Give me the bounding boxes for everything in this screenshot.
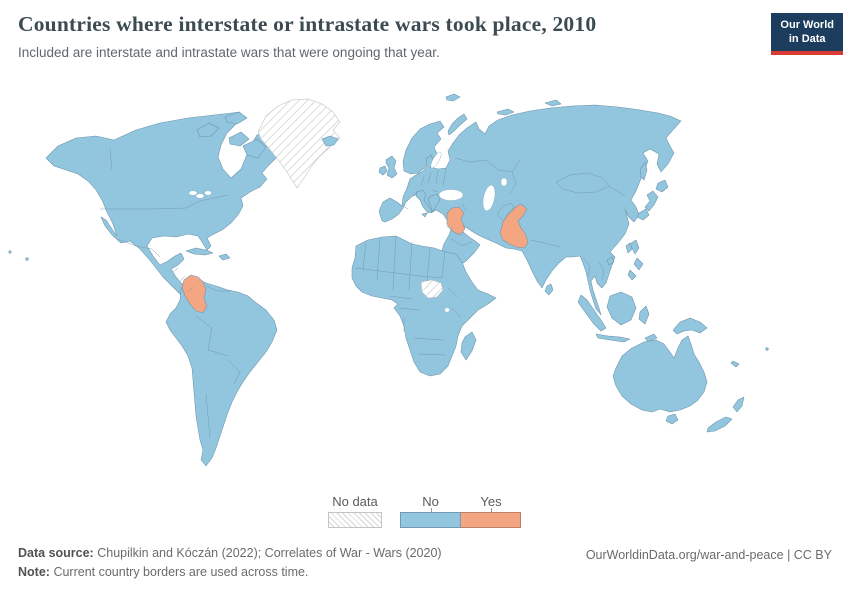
data-source-line: Data source: Chupilkin and Kóczán (2022)…	[18, 546, 832, 560]
region-arctic-island[interactable]	[496, 108, 515, 116]
legend-bin-no[interactable]: No	[400, 494, 461, 528]
note-line: Note: Current country borders are used a…	[18, 565, 832, 579]
legend-bin-no-swatch	[400, 512, 461, 528]
header: Countries where interstate or intrastate…	[18, 12, 750, 60]
region-south-sudan[interactable]	[420, 279, 444, 299]
region-tasmania[interactable]	[665, 413, 679, 425]
region-philippines[interactable]	[633, 257, 644, 271]
region-new-guinea[interactable]	[672, 317, 708, 335]
region-arctic-island[interactable]	[196, 122, 220, 138]
region-greece[interactable]	[427, 193, 441, 213]
lake-superior	[188, 190, 198, 196]
region-australia[interactable]	[612, 335, 708, 413]
owid-logo-line2: in Data	[788, 33, 826, 46]
sea-aral	[500, 177, 508, 187]
region-new-zealand[interactable]	[732, 396, 745, 413]
sea-baltic	[430, 151, 442, 169]
region-sicily[interactable]	[421, 212, 428, 218]
legend-bins: No Yes	[400, 494, 521, 528]
world-map-svg	[8, 93, 769, 467]
legend-bin-yes[interactable]: Yes	[461, 494, 521, 528]
region-iraq[interactable]	[446, 206, 466, 236]
data-source-label: Data source:	[18, 546, 94, 560]
region-ireland[interactable]	[378, 165, 388, 176]
world-map	[0, 80, 850, 495]
region-new-caledonia[interactable]	[730, 360, 740, 368]
legend-tick	[491, 508, 492, 512]
region-hispaniola[interactable]	[218, 253, 231, 261]
lake-michigan-huron	[195, 193, 205, 199]
region-cuba[interactable]	[185, 247, 214, 256]
region-africa[interactable]	[351, 235, 497, 377]
region-novaya-zemlya[interactable]	[447, 113, 468, 136]
owid-url-link[interactable]: OurWorldinData.org/war-and-peace | CC BY	[585, 548, 832, 562]
region-hawaii[interactable]	[25, 257, 29, 261]
region-japan[interactable]	[655, 179, 669, 193]
region-madagascar[interactable]	[460, 331, 477, 361]
owid-logo[interactable]: Our World in Data	[771, 13, 843, 55]
region-sri-lanka[interactable]	[544, 283, 554, 296]
footer: Data source: Chupilkin and Kóczán (2022)…	[18, 546, 832, 579]
legend-no-data-swatch	[328, 512, 382, 528]
region-java[interactable]	[595, 333, 631, 343]
region-sumatra[interactable]	[577, 294, 607, 332]
region-hawaii[interactable]	[8, 250, 12, 254]
country-borders	[100, 147, 626, 439]
region-new-zealand[interactable]	[706, 416, 733, 433]
region-arctic-island[interactable]	[544, 99, 562, 107]
lake-ontario-erie	[204, 190, 212, 196]
region-fiji[interactable]	[765, 347, 769, 351]
map-legend: No data No Yes	[328, 494, 521, 528]
legend-no-data[interactable]: No data	[328, 494, 382, 528]
page-subtitle: Included are interstate and intrastate w…	[18, 45, 440, 60]
region-scandinavia[interactable]	[402, 120, 445, 175]
region-borneo[interactable]	[606, 291, 637, 326]
region-japan[interactable]	[636, 208, 650, 221]
region-japan[interactable]	[644, 190, 659, 212]
legend-no-data-label: No data	[332, 494, 378, 509]
note-text: Current country borders are used across …	[53, 565, 309, 579]
region-great-britain[interactable]	[385, 155, 398, 179]
region-arctic-island[interactable]	[228, 131, 250, 147]
lake-victoria	[444, 307, 450, 313]
region-svalbard[interactable]	[445, 93, 461, 102]
note-label: Note:	[18, 565, 50, 579]
seas-and-lakes	[188, 151, 508, 313]
region-colombia[interactable]	[181, 274, 208, 314]
owid-logo-line1: Our World	[780, 19, 834, 31]
page-title: Countries where interstate or intrastate…	[18, 12, 597, 36]
region-south-america[interactable]	[165, 276, 278, 467]
region-philippines[interactable]	[627, 269, 637, 281]
continents	[8, 93, 769, 467]
sea-black	[438, 189, 464, 201]
region-arctic-island[interactable]	[224, 111, 248, 125]
data-source-text: Chupilkin and Kóczán (2022); Correlates …	[97, 546, 442, 560]
region-iceland[interactable]	[321, 135, 339, 147]
region-north-america[interactable]	[45, 111, 284, 305]
region-hainan[interactable]	[606, 256, 615, 266]
region-italy[interactable]	[415, 189, 433, 214]
region-greenland[interactable]	[257, 98, 341, 189]
region-sakhalin[interactable]	[639, 161, 648, 181]
legend-bin-yes-label: Yes	[480, 494, 502, 509]
legend-tick	[430, 508, 432, 512]
sea-caspian	[482, 185, 496, 211]
legend-bin-yes-swatch	[461, 512, 521, 528]
region-sulawesi[interactable]	[638, 305, 650, 325]
region-philippines[interactable]	[629, 239, 640, 255]
region-timor[interactable]	[644, 333, 658, 343]
legend-bin-no-label: No	[422, 494, 439, 509]
region-baffin-island[interactable]	[242, 138, 267, 159]
